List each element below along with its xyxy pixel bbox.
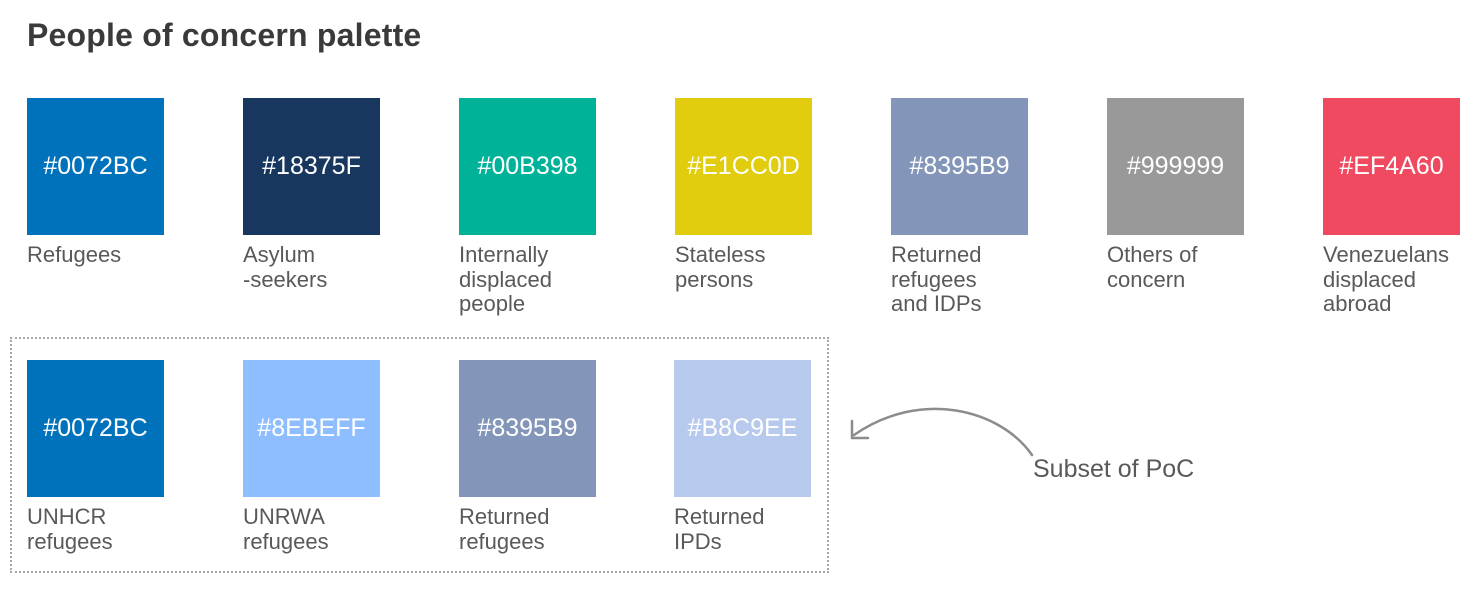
color-swatch: #8EBEFF	[243, 360, 380, 497]
hex-code: #0072BC	[43, 152, 148, 180]
hex-code: #B8C9EE	[687, 414, 798, 442]
swatch-label: Returned refugees and IDPs	[891, 242, 982, 316]
swatch-tile-returned-refugees: #8395B9 Returned refugees	[459, 360, 596, 554]
hex-code: #EF4A60	[1339, 152, 1444, 180]
swatch-tile-stateless: #E1CC0D Stateless persons	[675, 98, 812, 292]
hex-code: #8395B9	[477, 414, 578, 442]
swatch-label: UNHCR refugees	[27, 504, 113, 554]
swatch-label: Asylum -seekers	[243, 242, 328, 292]
swatch-label: Stateless persons	[675, 242, 766, 292]
swatch-label: UNRWA refugees	[243, 504, 329, 554]
swatch-label: Returned refugees	[459, 504, 550, 554]
swatch-tile-refugees: #0072BC Refugees	[27, 98, 164, 268]
color-swatch: #0072BC	[27, 360, 164, 497]
swatch-label: Venezuelans displaced abroad	[1323, 242, 1449, 316]
hex-code: #18375F	[262, 152, 361, 180]
swatch-label: Others of concern	[1107, 242, 1198, 292]
hex-code: #0072BC	[43, 414, 148, 442]
swatch-tile-others-of-concern: #999999 Others of concern	[1107, 98, 1244, 292]
hex-code: #00B398	[477, 152, 578, 180]
page-title: People of concern palette	[27, 17, 422, 53]
color-swatch: #999999	[1107, 98, 1244, 235]
hex-code: #8395B9	[909, 152, 1010, 180]
color-swatch: #00B398	[459, 98, 596, 235]
swatch-label: Internally displaced people	[459, 242, 552, 316]
swatch-tile-idps: #00B398 Internally displaced people	[459, 98, 596, 317]
color-swatch: #E1CC0D	[675, 98, 812, 235]
hex-code: #999999	[1126, 152, 1225, 180]
swatch-label: Returned IPDs	[674, 504, 765, 554]
swatch-label: Refugees	[27, 242, 122, 267]
subset-annotation: Subset of PoC	[1033, 455, 1195, 483]
color-swatch: #18375F	[243, 98, 380, 235]
hex-code: #E1CC0D	[687, 152, 800, 180]
swatch-tile-venezuelans: #EF4A60 Venezuelans displaced abroad	[1323, 98, 1460, 317]
swatch-tile-unhcr-refugees: #0072BC UNHCR refugees	[27, 360, 164, 554]
color-swatch: #8395B9	[459, 360, 596, 497]
swatch-tile-returned-refugees-idps: #8395B9 Returned refugees and IDPs	[891, 98, 1028, 317]
swatch-tile-unrwa-refugees: #8EBEFF UNRWA refugees	[243, 360, 380, 554]
curved-arrow-icon	[850, 407, 1034, 457]
color-swatch: #B8C9EE	[674, 360, 811, 497]
color-swatch: #8395B9	[891, 98, 1028, 235]
swatch-tile-returned-ipds: #B8C9EE Returned IPDs	[674, 360, 811, 554]
color-swatch: #0072BC	[27, 98, 164, 235]
color-swatch: #EF4A60	[1323, 98, 1460, 235]
subset-dotted-border	[10, 337, 829, 573]
hex-code: #8EBEFF	[257, 414, 366, 442]
swatch-tile-asylum-seekers: #18375F Asylum -seekers	[243, 98, 380, 292]
